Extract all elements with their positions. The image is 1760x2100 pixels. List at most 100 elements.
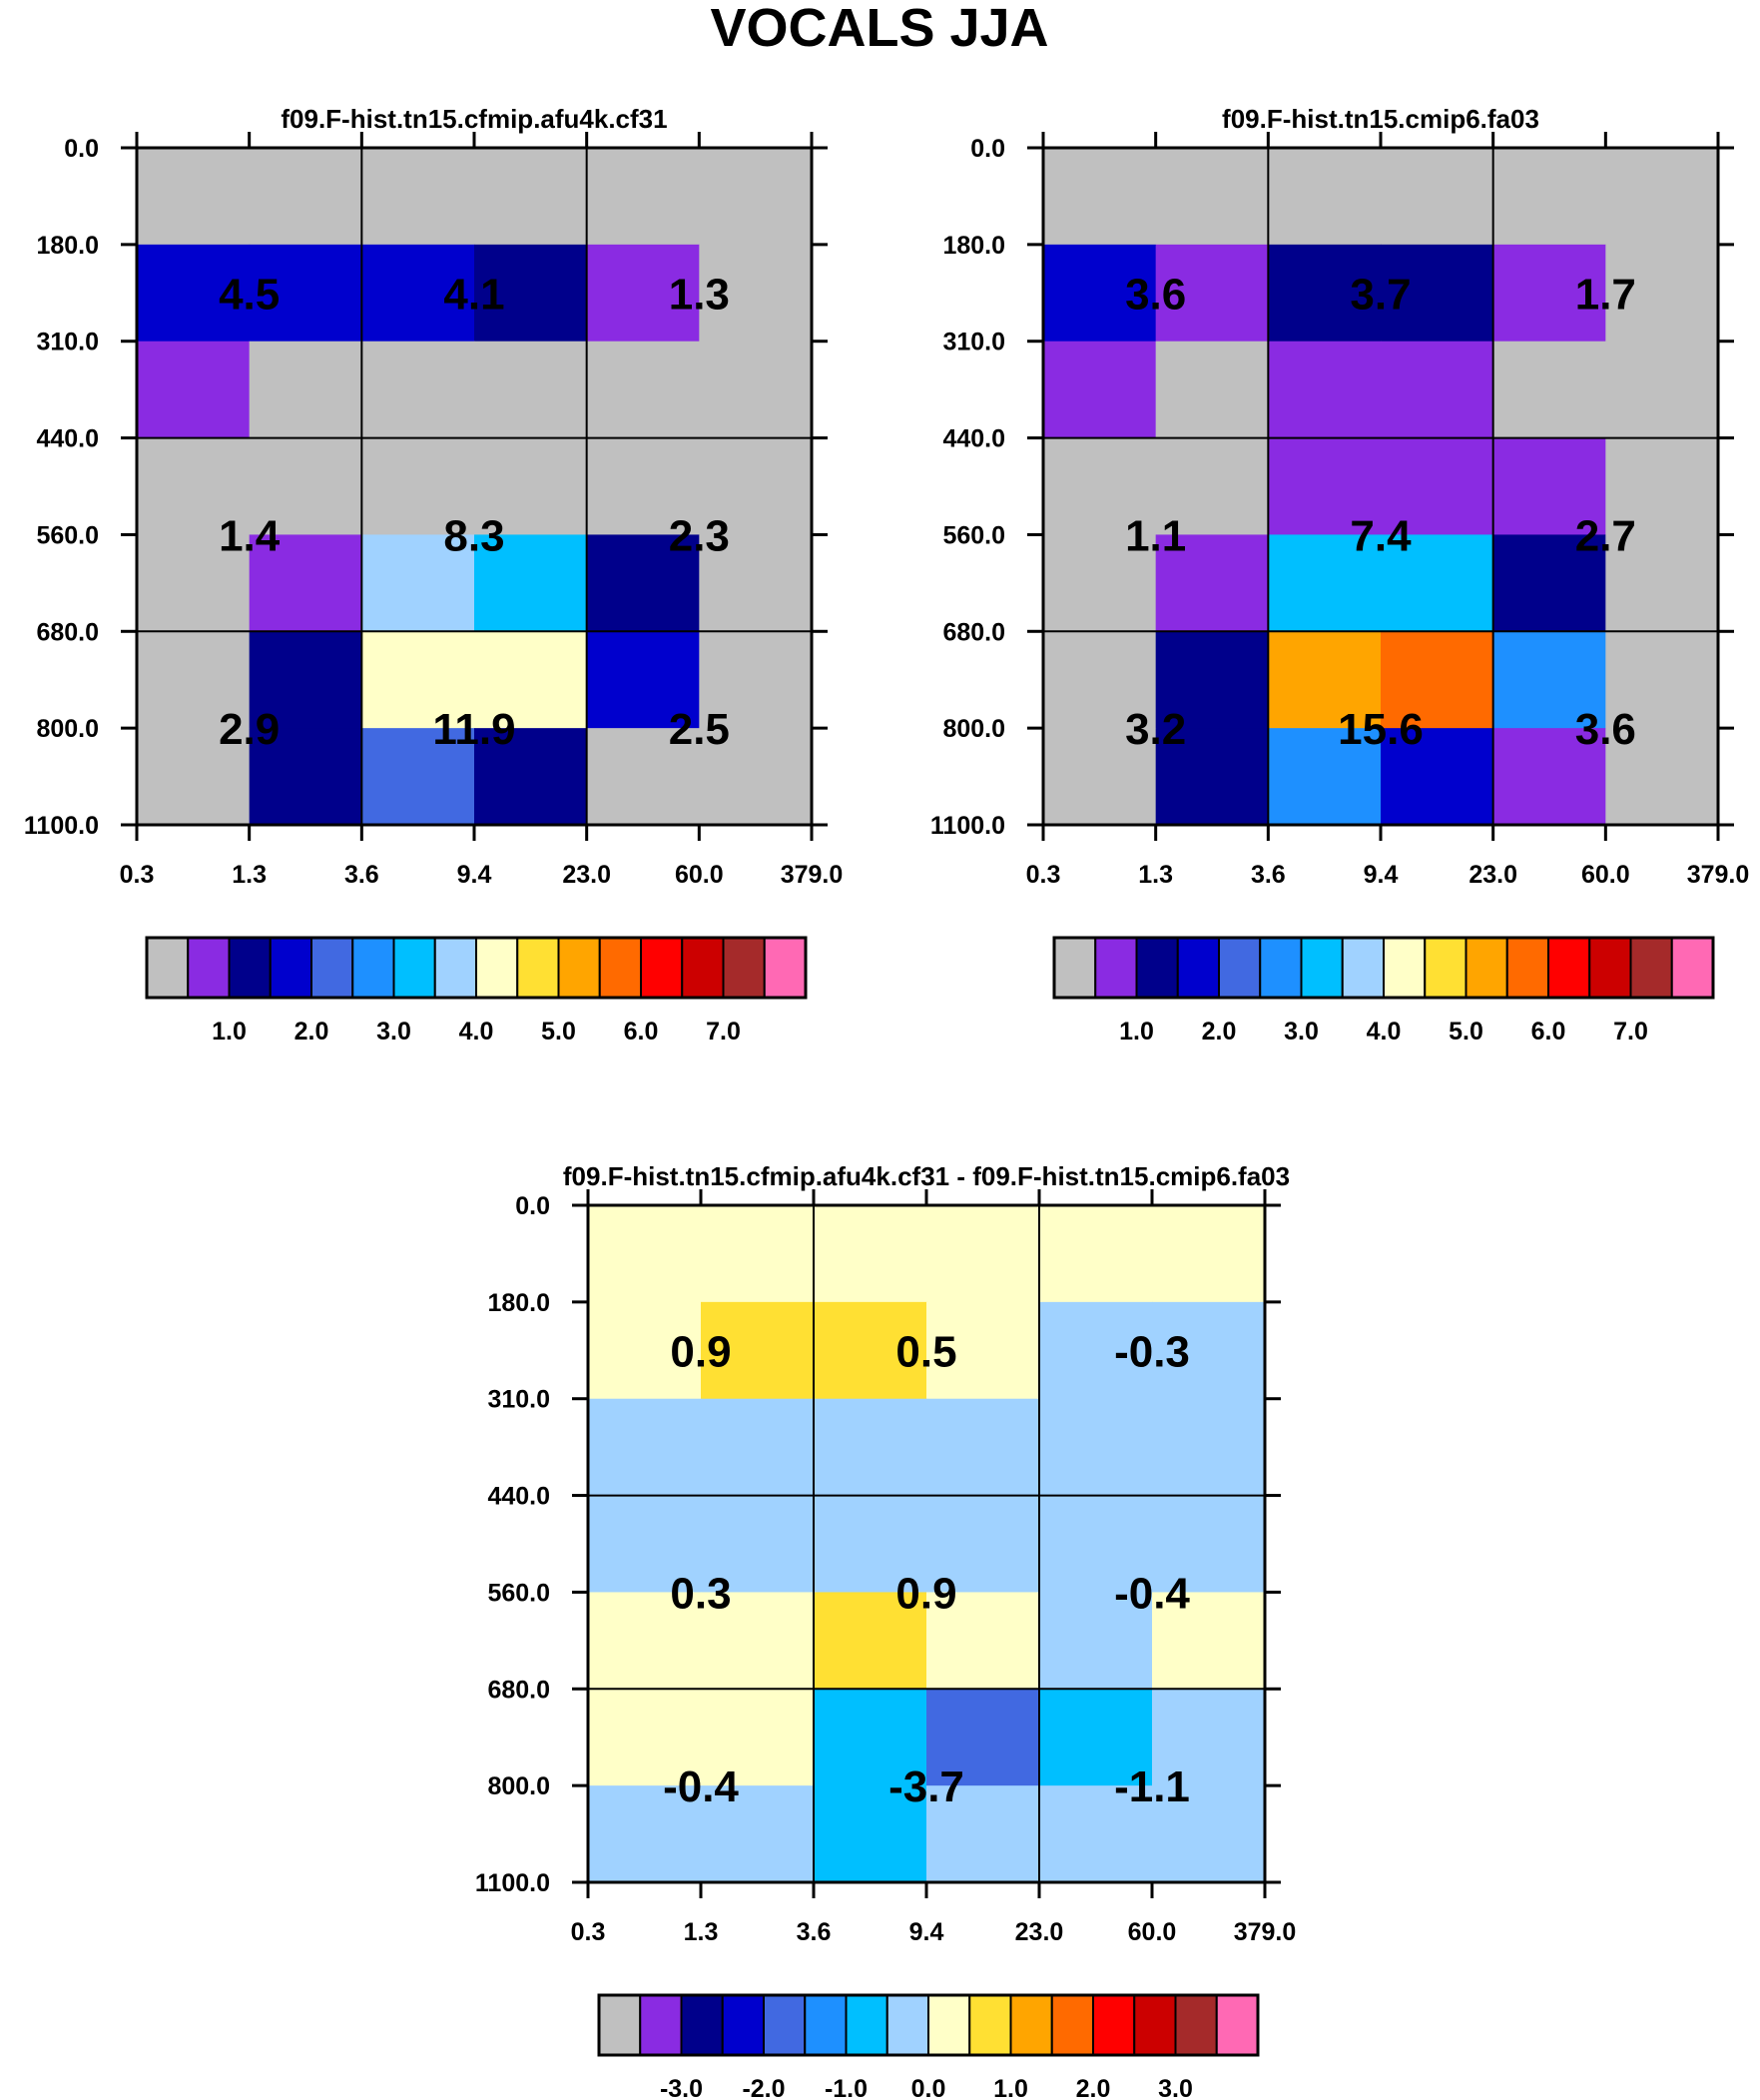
heatmap-cell [699,728,813,826]
heatmap-cell [588,1398,702,1497]
heatmap-cell [1492,244,1606,343]
heatmap-cell [1492,631,1606,729]
heatmap-cell [1605,341,1719,439]
box-value-label: -0.3 [1114,1327,1190,1376]
colorbar-swatch [1424,937,1467,999]
heatmap-cell [701,1301,815,1400]
heatmap-cell [474,534,588,632]
heatmap-cell [1039,1785,1153,1883]
colorbar-swatch [1629,937,1673,999]
heatmap-cell [586,148,700,246]
heatmap-cell [1155,341,1269,439]
y-tick-label: 800.0 [942,715,1005,743]
heatmap-cell [814,1301,927,1400]
colorbar-label: 1.0 [1119,1018,1154,1046]
y-tick-label: 1100.0 [24,812,99,840]
y-tick-label: 1100.0 [475,1869,550,1897]
x-tick-label: 1.3 [684,1918,719,1946]
heatmap-cell [814,1785,927,1883]
x-tick-label: 0.3 [571,1918,606,1946]
colorbar-swatch [1300,937,1344,999]
panel-3: f09.F-hist.tn15.cfmip.afu4k.cf31 - f09.F… [475,1161,1296,2100]
heatmap-cell [1381,341,1494,439]
colorbar-label: -2.0 [742,2075,785,2100]
heatmap-cell [137,437,251,535]
colorbar-swatch [1218,937,1262,999]
heatmap-cell [926,1592,1040,1690]
figure-title: VOCALS JJA [710,0,1048,58]
heatmap-cell [137,631,251,729]
box-value-label: 3.7 [1350,270,1411,319]
colorbar-label: 3.0 [1158,2075,1193,2100]
heatmap-cell [699,341,813,439]
colorbar-label: 7.0 [1613,1018,1648,1046]
colorbar-swatch [557,937,601,999]
y-tick-label: 560.0 [36,521,99,549]
heatmap-cell [926,1205,1040,1303]
x-tick-label: 379.0 [781,861,844,889]
box-value-label: 4.1 [443,270,504,319]
heatmap-cell [249,437,362,535]
x-tick-label: 23.0 [1015,1918,1064,1946]
box-value-label: 1.1 [1125,511,1186,560]
heatmap-cell [1605,244,1719,343]
y-tick-label: 680.0 [942,618,1005,646]
colorbar-frame [1052,936,1715,1000]
colorbar-swatch [598,937,642,999]
heatmap-cell [1381,728,1494,826]
heatmap-cell [1268,631,1382,729]
heatmap-cell [1381,148,1494,246]
heatmap-cell [1492,437,1606,535]
y-tick-label: 310.0 [942,329,1005,356]
colorbar-swatch [639,1994,683,2056]
y-tick-label: 180.0 [942,232,1005,260]
y-tick-label: 0.0 [64,135,99,163]
colorbar-swatch [1092,1994,1136,2056]
colorbar-label: 1.0 [212,1018,247,1046]
colorbar-swatch [763,1994,807,2056]
heatmap-cell [926,1301,1040,1400]
heatmap-cell [1043,437,1157,535]
heatmap-cell [1605,148,1719,246]
colorbar-frame [145,936,808,1000]
x-tick-label: 23.0 [1468,861,1517,889]
heatmap-cell [1152,1592,1266,1690]
heatmap-cell [586,341,700,439]
heatmap-cell [1605,631,1719,729]
colorbar-swatch [1465,937,1508,999]
x-tick-label: 3.6 [344,861,379,889]
colorbar-label: 2.0 [1202,1018,1237,1046]
colorbar-swatch [228,937,272,999]
heatmap-cell [1155,244,1269,343]
colorbar-label: 0.0 [911,2075,946,2100]
heatmap-cell [1155,534,1269,632]
panel-title: f09.F-hist.tn15.cfmip.afu4k.cf31 [281,104,667,134]
box-value-label: -1.1 [1114,1762,1190,1811]
heatmap-cell [1155,728,1269,826]
colorbar-swatch [1094,937,1138,999]
colorbar-label: 5.0 [541,1018,576,1046]
box-value-label: -3.7 [888,1762,964,1811]
x-tick-label: 3.6 [1251,861,1286,889]
colorbar-label: 2.0 [1076,2075,1111,2100]
heatmap-cell [814,1495,927,1593]
colorbar-label: 3.0 [1284,1018,1319,1046]
colorbar-swatch [1176,937,1220,999]
box-value-label: 3.2 [1125,705,1186,754]
x-tick-label: 0.3 [1026,861,1061,889]
heatmap-cell [137,534,251,632]
heatmap-cell [249,728,362,826]
x-tick-label: 379.0 [1234,1918,1297,1946]
heatmap-cell [1039,1495,1153,1593]
box-value-label: 1.7 [1575,270,1636,319]
heatmap-cell [1155,148,1269,246]
colorbar-swatch [681,937,725,999]
heatmap-cell [588,1495,702,1593]
x-tick-label: 379.0 [1687,861,1750,889]
box-value-label: 0.9 [670,1327,731,1376]
heatmap-cell [249,341,362,439]
heatmap-cell [1155,631,1269,729]
colorbar-label: -3.0 [660,2075,703,2100]
heatmap-cell [1043,534,1157,632]
heatmap-cell [249,244,362,343]
